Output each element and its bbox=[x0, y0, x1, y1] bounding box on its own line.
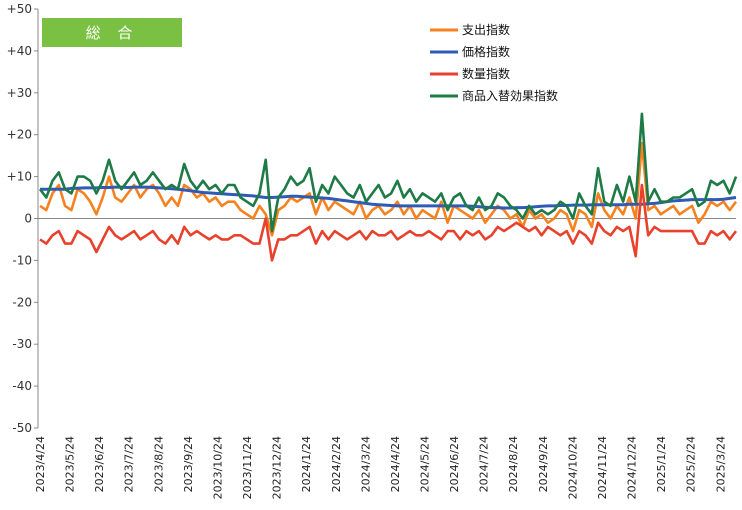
x-tick-label: 2024/4/24 bbox=[389, 436, 402, 492]
y-axis-tick-labels: +50 +40 +30 +20 +10 0 -10 -20 -30 -40 -50 bbox=[7, 2, 38, 435]
x-tick-label: 2023/8/24 bbox=[152, 436, 165, 492]
x-tick-label: 2024/6/24 bbox=[448, 436, 461, 492]
x-tick-label: 2024/3/24 bbox=[359, 436, 372, 492]
y-tick-label: +20 bbox=[7, 128, 32, 142]
x-tick-label: 2025/1/24 bbox=[655, 436, 668, 492]
y-tick-label: +40 bbox=[7, 44, 32, 58]
x-tick-label: 2023/5/24 bbox=[64, 436, 77, 492]
y-tick-label: +30 bbox=[7, 86, 32, 100]
x-tick-label: 2024/11/24 bbox=[596, 436, 609, 499]
x-tick-label: 2023/12/24 bbox=[271, 436, 284, 499]
x-tick-label: 2023/6/24 bbox=[93, 436, 106, 492]
x-tick-label: 2023/7/24 bbox=[123, 436, 136, 492]
y-tick-label: +10 bbox=[7, 170, 32, 184]
x-tick-label: 2025/3/24 bbox=[714, 436, 727, 492]
x-tick-label: 2024/7/24 bbox=[478, 436, 491, 492]
x-tick-label: 2025/2/24 bbox=[685, 436, 698, 492]
y-tick-label: -10 bbox=[12, 253, 32, 267]
legend-label: 商品入替効果指数 bbox=[462, 88, 558, 103]
x-tick-label: 2023/10/24 bbox=[212, 436, 225, 499]
badge-background bbox=[42, 18, 182, 47]
legend-label: 支出指数 bbox=[462, 22, 510, 37]
legend-label: 価格指数 bbox=[462, 44, 510, 59]
x-tick-label: 2024/5/24 bbox=[419, 436, 432, 492]
y-tick-label: -50 bbox=[12, 421, 32, 435]
x-tick-label: 2023/9/24 bbox=[182, 436, 195, 492]
legend-label: 数量指数 bbox=[462, 66, 510, 81]
badge-label: 総 合 bbox=[86, 24, 139, 42]
x-tick-label: 2024/10/24 bbox=[566, 436, 579, 499]
x-tick-label: 2024/1/24 bbox=[300, 436, 313, 492]
x-tick-label: 2023/11/24 bbox=[241, 436, 254, 499]
x-tick-label: 2023/4/24 bbox=[34, 436, 47, 492]
category-badge: 総 合 bbox=[42, 18, 182, 47]
series-line-2 bbox=[39, 183, 738, 262]
x-tick-label: 2024/2/24 bbox=[330, 436, 343, 492]
x-tick-label: 2024/8/24 bbox=[507, 436, 520, 492]
y-tick-label: -20 bbox=[12, 295, 32, 309]
x-axis-tick-labels: 2023/4/24 2023/5/24 2023/6/24 2023/7/24 2023… bbox=[34, 436, 727, 499]
series-line-3 bbox=[38, 112, 738, 233]
x-tick-label: 2024/9/24 bbox=[537, 436, 550, 492]
series-line-1 bbox=[40, 185, 737, 210]
series-lines bbox=[38, 112, 738, 262]
y-tick-label: +50 bbox=[7, 2, 32, 16]
x-tick-label: 2024/12/24 bbox=[626, 436, 639, 499]
y-tick-label: -40 bbox=[12, 379, 32, 393]
axes bbox=[37, 9, 736, 428]
y-tick-label: 0 bbox=[24, 212, 32, 226]
y-tick-label: -30 bbox=[12, 337, 32, 351]
